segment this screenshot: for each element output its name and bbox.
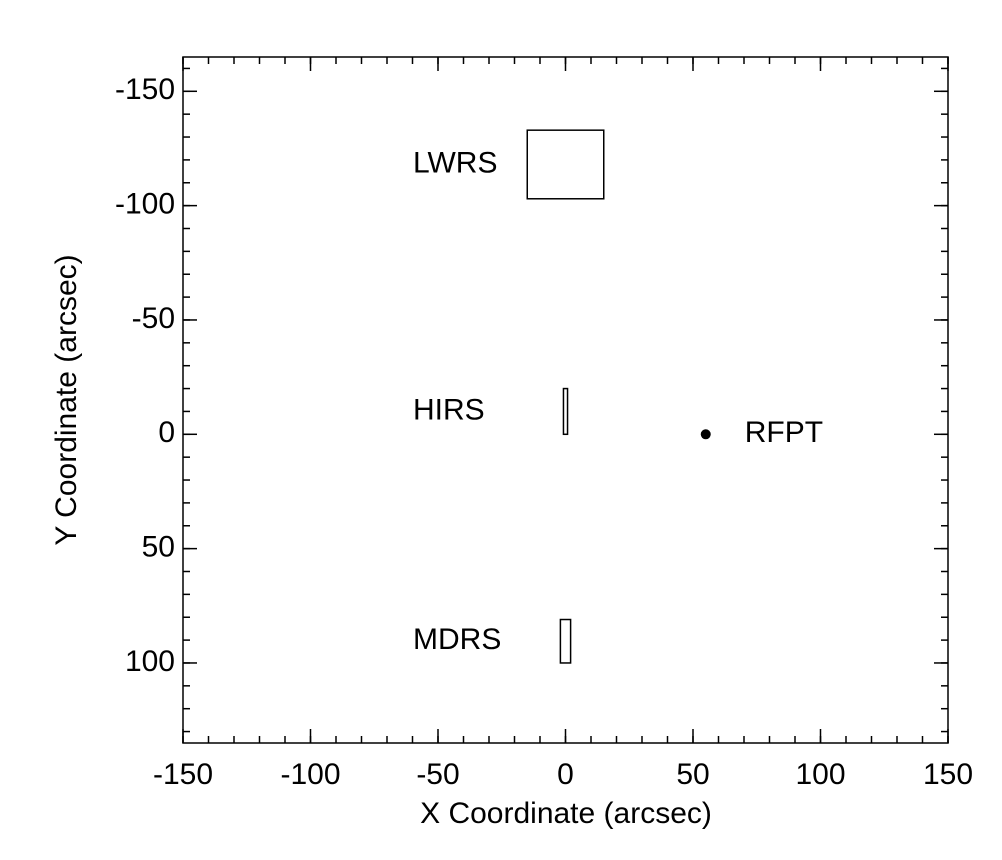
plot-frame	[182, 56, 949, 744]
point-label: RFPT	[745, 416, 823, 449]
y-tick-label: -150	[115, 73, 175, 106]
aperture	[559, 618, 572, 664]
x-tick-label: -100	[280, 758, 340, 791]
y-tick-label: -50	[132, 302, 175, 335]
x-tick-label: 0	[557, 758, 574, 791]
x-tick-label: 50	[676, 758, 709, 791]
aperture	[526, 129, 605, 200]
x-tick-label: -150	[153, 758, 213, 791]
aperture-label: LWRS	[413, 146, 497, 179]
y-tick-label: 100	[125, 645, 175, 678]
x-axis-title: X Coordinate (arcsec)	[420, 797, 712, 830]
aperture-label: MDRS	[413, 623, 501, 656]
y-axis-title: Y Coordinate (arcsec)	[50, 254, 83, 545]
point	[700, 429, 711, 440]
y-tick-label: -100	[115, 188, 175, 221]
x-tick-label: -50	[416, 758, 459, 791]
x-tick-label: 150	[923, 758, 973, 791]
aperture-label: HIRS	[413, 393, 485, 426]
aperture	[562, 387, 569, 436]
y-tick-label: 0	[158, 416, 175, 449]
x-tick-label: 100	[795, 758, 845, 791]
y-tick-label: 50	[142, 531, 175, 564]
